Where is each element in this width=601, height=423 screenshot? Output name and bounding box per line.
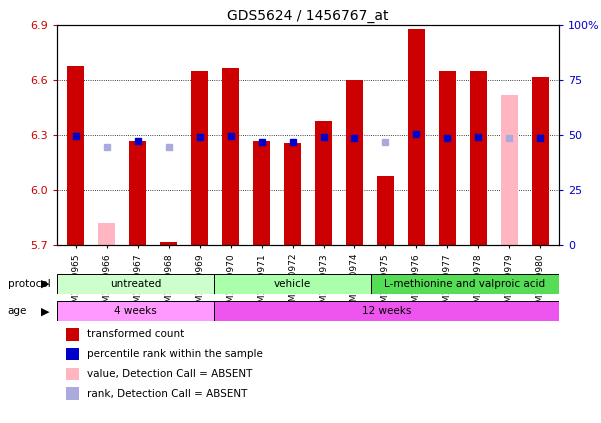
Bar [214,274,371,294]
Bar [98,223,115,245]
Bar [214,301,559,321]
Bar [371,274,559,294]
Bar [191,71,208,245]
Bar [67,66,84,245]
Bar [315,121,332,245]
Text: transformed count: transformed count [87,329,185,339]
Text: ▶: ▶ [41,306,50,316]
Text: percentile rank within the sample: percentile rank within the sample [87,349,263,359]
Bar [501,95,518,245]
Bar [377,176,394,245]
Bar [253,141,270,245]
Text: untreated: untreated [110,279,161,289]
Bar [532,77,549,245]
Text: age: age [8,306,27,316]
Bar [57,301,214,321]
Text: 4 weeks: 4 weeks [114,306,157,316]
Text: vehicle: vehicle [273,279,311,289]
Bar [129,141,146,245]
Bar [346,80,363,245]
Text: ▶: ▶ [41,279,50,289]
Text: protocol: protocol [8,279,50,289]
Bar [57,274,214,294]
Bar [160,242,177,245]
Bar [284,143,301,245]
Bar [439,71,456,245]
Bar [222,68,239,245]
Text: L-methionine and valproic acid: L-methionine and valproic acid [384,279,545,289]
Bar [470,71,487,245]
Bar [408,29,425,245]
Text: 12 weeks: 12 weeks [362,306,411,316]
Text: rank, Detection Call = ABSENT: rank, Detection Call = ABSENT [87,389,248,399]
Text: value, Detection Call = ABSENT: value, Detection Call = ABSENT [87,369,252,379]
Title: GDS5624 / 1456767_at: GDS5624 / 1456767_at [227,9,389,23]
